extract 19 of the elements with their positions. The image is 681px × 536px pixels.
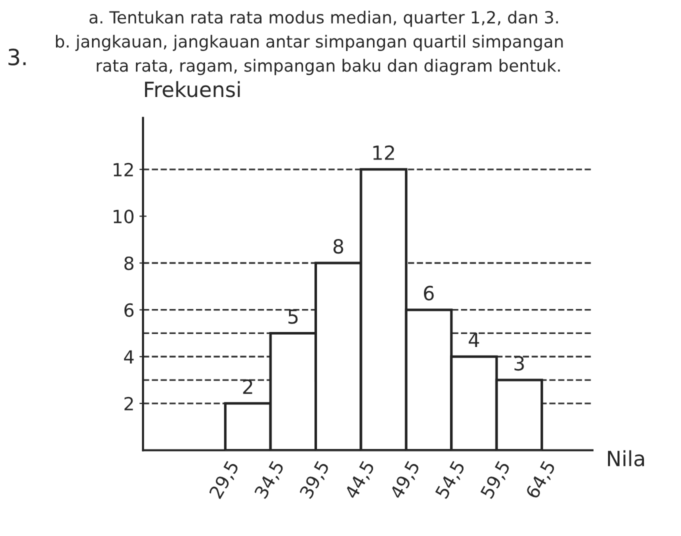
data-label: 8 — [333, 238, 344, 254]
y-tick-label: 2 — [124, 396, 133, 410]
data-label: 4 — [468, 332, 480, 348]
data-label: 5 — [288, 309, 298, 324]
data-label: 6 — [424, 286, 434, 300]
x-axis-title: Nila — [608, 450, 644, 466]
data-label: 3 — [514, 356, 524, 371]
y-tick-label: 8 — [124, 256, 134, 270]
y-tick-label: 4 — [124, 350, 134, 364]
data-label: 2 — [243, 379, 252, 394]
y-tick-label: 6 — [124, 303, 134, 317]
text: rata rata, ragam, simpangan baku dan diagram bentuk. — [96, 58, 560, 76]
y-axis-title: Frekuensi — [145, 81, 240, 98]
text: a. Tentukan rata rata modus median, quarter 1,2, dan 3. — [90, 10, 558, 27]
data-label: 12 — [373, 145, 394, 160]
y-tick-label: 12 — [114, 162, 133, 176]
text: 3. — [8, 48, 26, 66]
text: b. jangkauan, jangkauan antar simpangan quartil simpangan — [56, 34, 563, 51]
y-tick-label: 10 — [114, 210, 134, 224]
